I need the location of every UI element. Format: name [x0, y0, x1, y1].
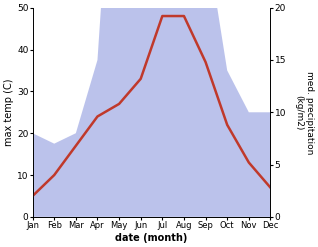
Y-axis label: max temp (C): max temp (C) [4, 79, 14, 146]
X-axis label: date (month): date (month) [115, 233, 188, 243]
Y-axis label: med. precipitation
(kg/m2): med. precipitation (kg/m2) [294, 71, 314, 154]
